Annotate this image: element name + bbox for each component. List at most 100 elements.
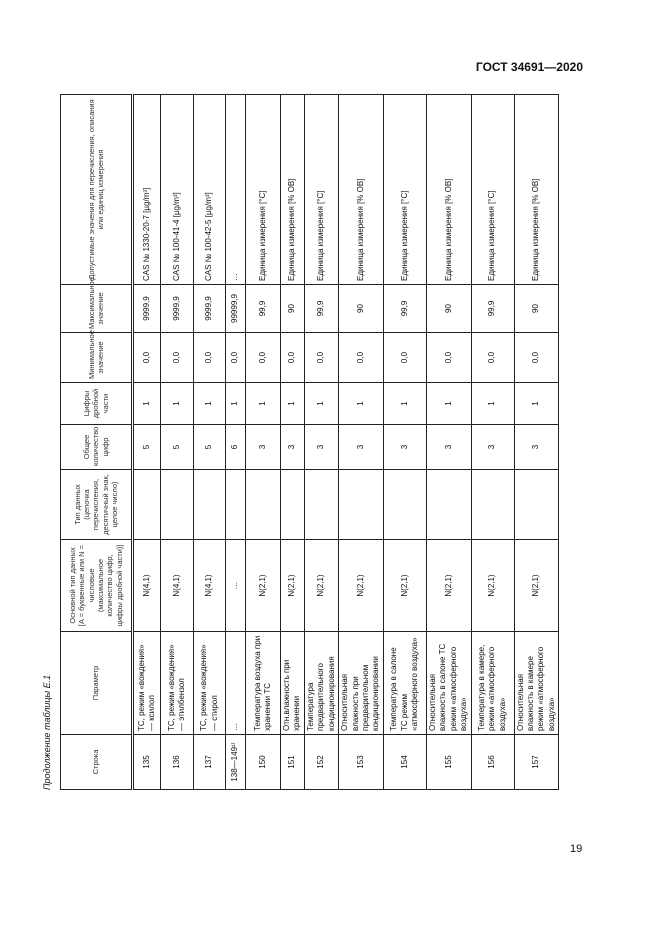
table-cell (304, 469, 339, 540)
table-cell: … (225, 539, 246, 632)
table-cell: 0,0 (160, 332, 194, 383)
table-cell: 0,0 (245, 332, 281, 383)
column-header: Минимальное значение (60, 330, 133, 383)
table-cell: 152 (304, 734, 339, 790)
column-header: Общее количество цифр (60, 424, 133, 470)
table-cell: Единица измерения [% ОВ] (426, 94, 472, 285)
table-row: 156 Температура в камере, режим «атмосфер… (471, 94, 515, 790)
table-cell: 1 (338, 382, 384, 425)
table-cell: 99,9 (383, 284, 427, 333)
table-row: 152 Температура предварительного кондицио… (304, 94, 339, 790)
table-cell: 0,0 (383, 332, 427, 383)
table-cell: N(4,1) (160, 539, 194, 632)
table-cell: ТС, режим «вождения» — ксилол (132, 631, 161, 735)
table-cell: 90 (338, 284, 384, 333)
table-cell: 1 (160, 382, 194, 425)
table-cell: 5 (193, 424, 226, 470)
table-cell: 154 (383, 734, 427, 790)
table-cell: 3 (338, 424, 384, 470)
table-cell: N(2,1) (471, 539, 515, 632)
table-cell: Температура предварительного кондиционир… (304, 631, 339, 735)
table-cell: N(2,1) (304, 539, 339, 632)
table-cell: 1 (280, 382, 305, 425)
table-cell: ТС, режим «вождения» — стирол (193, 631, 226, 735)
table-cell: 1 (193, 382, 226, 425)
table-cell: 0,0 (132, 332, 161, 383)
rotated-table-container: Строка Параметр Основной тип данных [A = б… (60, 94, 559, 790)
table-cell: 90 (514, 284, 559, 333)
table-cell: 1 (514, 382, 559, 425)
table-cell: 99,9 (304, 284, 339, 333)
column-header: Основной тип данных [A = буквенные или N… (60, 539, 133, 632)
table-row: 157 Относительная влажность в камере режи… (514, 94, 559, 790)
table-cell (383, 469, 427, 540)
table-cell: 138—149¹⁾ (225, 734, 246, 790)
table-cell: 153 (338, 734, 384, 790)
table-cell: Относительная влажность в камере режим «… (514, 631, 559, 735)
table-cell: 1 (471, 382, 515, 425)
table-row: 136 ТС, режим «вождения» — этилбензол N(4,… (160, 94, 194, 790)
table-cell (471, 469, 515, 540)
table-cell (132, 469, 161, 540)
table-cell: … (225, 631, 246, 735)
table-row: 151 Отн.влажность при хранении N(2,1) 3 1 0,0… (280, 94, 305, 790)
table-cell: Единица измерения [°C] (471, 94, 515, 285)
table-cell: … (225, 94, 246, 285)
table-cell: CAS № 1330-20-7 [µg/m³] (132, 94, 161, 285)
table-row: 150 Температура воздуха при хранении ТС N(… (245, 94, 281, 790)
table-cell: 150 (245, 734, 281, 790)
table-cell (225, 469, 246, 540)
table-cell: 3 (426, 424, 472, 470)
table-cell: 1 (383, 382, 427, 425)
column-header: Параметр (60, 631, 133, 735)
table-cell: 9999,9 (132, 284, 161, 333)
table-cell: 90 (280, 284, 305, 333)
table-cell: 6 (225, 424, 246, 470)
data-table: Строка Параметр Основной тип данных [A = б… (60, 94, 559, 790)
table-cell: 0,0 (471, 332, 515, 383)
table-cell: N(2,1) (338, 539, 384, 632)
column-header: Максимальное значение (60, 277, 133, 333)
column-header: Строка (60, 734, 133, 790)
page-number: 19 (570, 843, 583, 855)
table-cell: ТС, режим «вождения» — этилбензол (160, 631, 194, 735)
table-cell: 1 (225, 382, 246, 425)
table-cell: 0,0 (280, 332, 305, 383)
table-cell: N(2,1) (383, 539, 427, 632)
table-cell: 151 (280, 734, 305, 790)
table-cell: CAS № 100-42-5 [µg/m³] (193, 94, 226, 285)
table-cell: 137 (193, 734, 226, 790)
table-cell (193, 469, 226, 540)
table-cell: 99,9 (471, 284, 515, 333)
table-cell: 3 (280, 424, 305, 470)
table-cell: 3 (383, 424, 427, 470)
table-cell: Относительная влажность в салоне ТС режи… (426, 631, 472, 735)
table-cell: N(2,1) (280, 539, 305, 632)
table-cell: 5 (160, 424, 194, 470)
table-cell: Температура в салоне ТС режим «атмосферн… (383, 631, 427, 735)
table-cell (280, 469, 305, 540)
document-code: ГОСТ 34691—2020 (475, 60, 583, 74)
table-row: 154 Температура в салоне ТС режим «атмосф… (383, 94, 427, 790)
table-cell: 5 (132, 424, 161, 470)
table-cell: 0,0 (193, 332, 226, 383)
table-cell: 157 (514, 734, 559, 790)
table-cell (160, 469, 194, 540)
table-cell: 0,0 (514, 332, 559, 383)
table-cell: Температура воздуха при хранении ТС (245, 631, 281, 735)
table-row: 153 Относительная влажность при предварит… (338, 94, 384, 790)
table-cell: 3 (304, 424, 339, 470)
table-cell: 156 (471, 734, 515, 790)
table-caption: Продолжение таблицы Е.1 (42, 674, 52, 790)
table-cell: N(2,1) (426, 539, 472, 632)
table-cell: N(4,1) (132, 539, 161, 632)
column-header: Цифры дробной части (60, 382, 133, 425)
table-cell: 1 (304, 382, 339, 425)
table-cell: Единица измерения [% ОВ] (280, 94, 305, 285)
table-cell: Единица измерения [°C] (383, 94, 427, 285)
table-cell: Относительная влажность при предваритель… (338, 631, 384, 735)
table-cell: 0,0 (225, 332, 246, 383)
table-cell: 1 (426, 382, 472, 425)
table-cell: 99999,9 (225, 284, 246, 333)
